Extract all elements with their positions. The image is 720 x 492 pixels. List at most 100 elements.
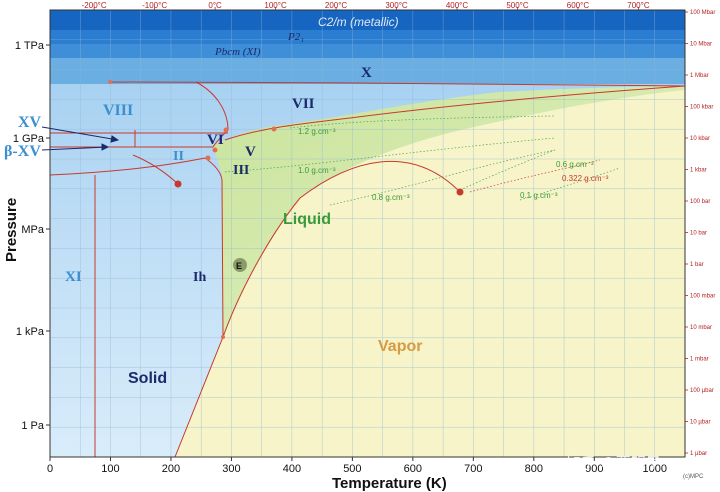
density-labels: 1.2 g.cm⁻³ 1.0 g.cm⁻³ 0.8 g.cm⁻³ 0.6 g.c… [298, 127, 609, 202]
label-p21: P2₁ [287, 31, 304, 43]
density-0-8: 0.8 g.cm⁻³ [372, 193, 410, 202]
x-celsius-tick-label: 200°C [325, 1, 348, 10]
grid-lines [50, 10, 685, 457]
x-tick-label: 0 [47, 463, 53, 475]
triple-point-vi [223, 127, 229, 133]
x-celsius-tick-label: 600°C [567, 1, 590, 10]
label-e: E [236, 261, 242, 271]
label-pbcm: Pbcm (XI) [214, 46, 261, 58]
y-bar-tick-label: 100 mbar [690, 294, 715, 300]
label-x: X [361, 65, 372, 81]
y-bar-tick-label: 1 bar [690, 262, 704, 268]
x-celsius-tick-label: 300°C [385, 1, 408, 10]
x-tick-label: 100 [101, 463, 119, 475]
band-c2m [50, 10, 685, 30]
x-tick-label: 400 [283, 463, 301, 475]
watermark: 知乎 @贾明子 [566, 454, 661, 472]
boundary-ii-ih [49, 157, 206, 176]
boundary-viii-vii [195, 81, 229, 131]
x-tick-label: 900 [585, 463, 603, 475]
band-p21 [50, 30, 685, 44]
triple-point-iii [205, 155, 211, 161]
y-tick-label: 1 GPa [13, 133, 45, 145]
x-celsius-tick-label: 100°C [264, 1, 287, 10]
label-viii: VIII [103, 102, 133, 119]
vapor-region [175, 86, 685, 457]
y-bar-tick-label: 100 bar [690, 199, 710, 205]
y-bar-tick-label: 1 Mbar [690, 73, 709, 79]
y-bar-tick-label: 100 µbar [690, 388, 714, 394]
x-axis-title: Temperature (K) [332, 475, 447, 492]
label-solid: Solid [128, 370, 167, 387]
y-tick-label: MPa [21, 224, 45, 236]
phase-labels: C2/m (metallic) P2₁ Pbcm (XI) X VIII VII… [4, 15, 422, 387]
y-bar-tick-label: 10 mbar [690, 325, 712, 331]
label-bxv: β-XV [4, 143, 41, 160]
y-axis-title: Pressure [3, 198, 20, 262]
x-celsius-tick-label: 700°C [627, 1, 650, 10]
y-bar-tick-label: 10 bar [690, 231, 707, 237]
density-1-2: 1.2 g.cm⁻³ [298, 127, 336, 136]
credit-text: (c)MPC [683, 474, 704, 480]
y-axis-bar-ticks: 100 Mbar 10 Mbar 1 Mbar 100 kbar 10 kbar 1 kb… [685, 10, 715, 457]
density-0-6: 0.6 g.cm⁻³ [556, 160, 594, 169]
label-iii: III [233, 163, 249, 178]
y-bar-tick-label: 1 mbar [690, 357, 709, 363]
boundary-x-vii [109, 81, 686, 87]
point-e [233, 258, 247, 272]
boundary-sublimation [174, 336, 224, 458]
y-tick-label: 1 kPa [16, 326, 45, 338]
plot-area [50, 10, 685, 457]
xv-arrows [41, 126, 120, 151]
x-celsius-tick-label: -100°C [142, 1, 167, 10]
boundary-vii-liquid [224, 85, 686, 141]
x-celsius-tick-label: 400°C [446, 1, 469, 10]
x-tick-label: 700 [464, 463, 482, 475]
y-bar-tick-label: 1 kbar [690, 168, 707, 174]
y-axis-ticks: 1 TPa 1 GPa MPa 1 kPa 1 Pa [13, 40, 50, 432]
triple-point-v [212, 147, 218, 153]
label-xv: XV [18, 114, 42, 131]
y-bar-tick-label: 1 µbar [690, 451, 707, 457]
liquid-region [213, 86, 685, 337]
density-isochores [224, 115, 621, 206]
y-bar-tick-label: 100 kbar [690, 105, 713, 111]
x-celsius-tick-label: 500°C [506, 1, 529, 10]
x-tick-label: 600 [404, 463, 422, 475]
label-xi: XI [65, 269, 82, 285]
label-c2m: C2/m (metallic) [318, 15, 399, 29]
label-v: V [245, 144, 256, 160]
label-vii: VII [292, 96, 315, 112]
y-tick-label: 1 TPa [15, 40, 45, 52]
triple-points [108, 80, 464, 339]
x-axis-celsius-ticks: -200°C -100°C 0°C 100°C 200°C 300°C 400°C 500°C… [82, 1, 650, 10]
label-ii: II [173, 149, 184, 164]
x-tick-label: 500 [343, 463, 361, 475]
x-celsius-tick-label: 0°C [208, 1, 222, 10]
x-tick-label: 300 [222, 463, 240, 475]
point-ii-low [174, 180, 182, 188]
y-bar-tick-label: 10 µbar [690, 420, 710, 426]
y-bar-tick-label: 10 kbar [690, 136, 710, 142]
x-axis-ticks: 0 100 200 300 400 500 600 700 800 900 1000 [47, 457, 667, 475]
x-tick-label: 200 [162, 463, 180, 475]
y-bar-tick-label: 10 Mbar [690, 42, 712, 48]
boundary-vaporization [222, 161, 461, 338]
plot-frame [49, 9, 686, 458]
y-bar-tick-label: 100 Mbar [690, 10, 715, 16]
label-vapor: Vapor [378, 338, 422, 355]
x-tick-label: 800 [525, 463, 543, 475]
critical-point [456, 188, 464, 196]
label-vi: VI [207, 132, 224, 148]
triple-point-x [108, 80, 112, 84]
triple-point-vii [271, 126, 277, 132]
boundary-ih-low [132, 154, 179, 185]
label-liquid: Liquid [283, 211, 331, 228]
band-x [50, 58, 685, 84]
y-tick-label: 1 Pa [21, 420, 45, 432]
triple-point-ih [221, 335, 225, 339]
x-tick-label: 1000 [643, 463, 667, 475]
band-pbcm [50, 44, 685, 58]
label-ih: Ih [193, 270, 206, 285]
